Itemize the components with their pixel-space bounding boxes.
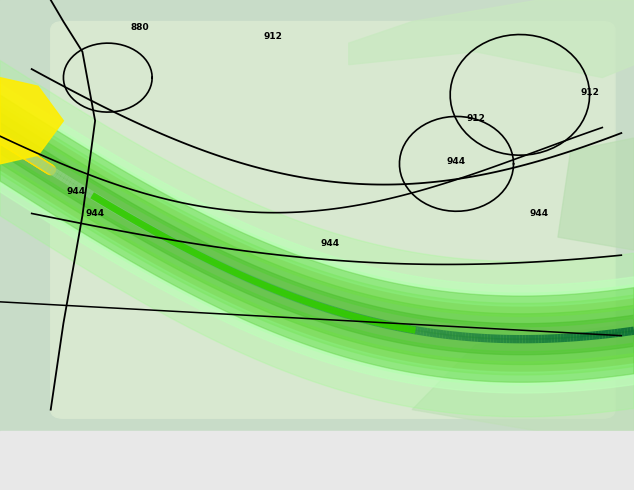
Text: 80: 80 (48, 468, 63, 481)
Polygon shape (0, 60, 634, 417)
Text: 140: 140 (171, 468, 193, 481)
Text: 944: 944 (320, 239, 339, 248)
Polygon shape (0, 77, 63, 164)
Text: 912: 912 (580, 88, 599, 97)
Text: 880: 880 (130, 23, 149, 32)
Polygon shape (0, 102, 634, 317)
Text: 944: 944 (86, 209, 105, 218)
Polygon shape (0, 95, 634, 382)
Text: Jet stream/Height 300 hPa [kts] ECMWF: Jet stream/Height 300 hPa [kts] ECMWF (6, 448, 284, 461)
Polygon shape (0, 84, 634, 295)
Text: Th 06-06-2024 06:00 UTC (06+48): Th 06-06-2024 06:00 UTC (06+48) (380, 448, 613, 461)
Text: 944: 944 (447, 157, 466, 166)
Text: 160: 160 (212, 468, 235, 481)
Text: 60: 60 (6, 468, 22, 481)
Polygon shape (0, 150, 634, 365)
Polygon shape (0, 138, 634, 355)
Polygon shape (0, 161, 634, 375)
Text: 912: 912 (466, 114, 485, 122)
Text: 912: 912 (263, 32, 282, 41)
Text: 120: 120 (130, 468, 152, 481)
Text: 944: 944 (529, 209, 548, 218)
Text: 100: 100 (89, 468, 111, 481)
Polygon shape (412, 323, 634, 431)
Polygon shape (349, 0, 634, 77)
Polygon shape (0, 122, 634, 339)
Polygon shape (0, 92, 634, 306)
Text: 180: 180 (254, 468, 276, 481)
Polygon shape (0, 113, 634, 327)
FancyBboxPatch shape (51, 22, 615, 418)
Text: 944: 944 (67, 187, 86, 196)
Polygon shape (558, 138, 634, 250)
Polygon shape (0, 181, 634, 393)
Text: © weatheronline.co.uk: © weatheronline.co.uk (486, 474, 628, 484)
Polygon shape (0, 171, 634, 385)
